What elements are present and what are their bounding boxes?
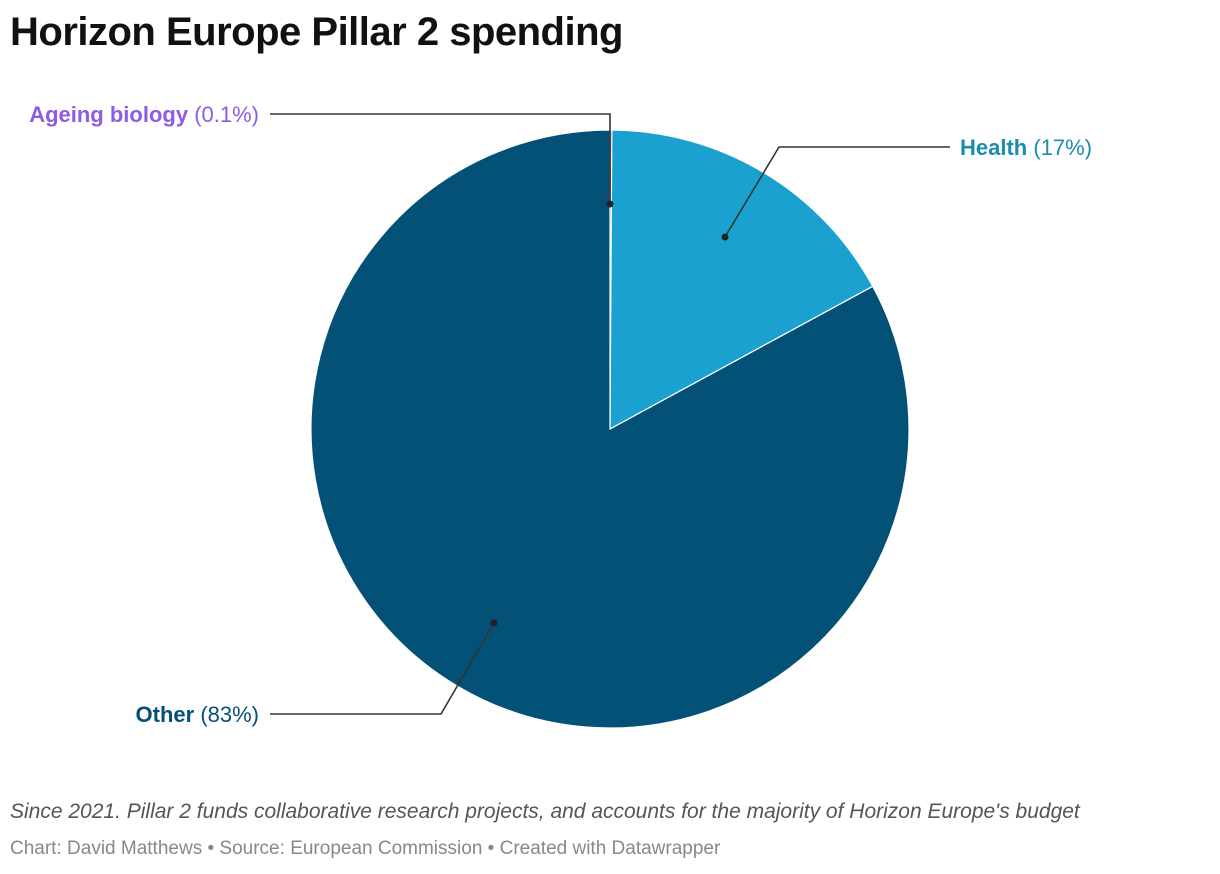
chart-footer: Chart: David Matthews • Source: European… (10, 838, 720, 860)
pie-chart: Ageing biology (0.1%) Health (17%) Other (… (29, 102, 1092, 729)
leader-dot-ageing-biology (606, 200, 614, 208)
footer-separator: • (487, 838, 495, 859)
slice-label-health: Health (17%) (960, 135, 1092, 160)
footer-author: David Matthews (67, 838, 203, 859)
slices-layer (310, 129, 910, 729)
footer-separator: • (207, 838, 215, 859)
slice-label-value: (0.1%) (188, 102, 259, 127)
chart-title: Horizon Europe Pillar 2 spending (10, 10, 623, 54)
leader-dot-health (721, 233, 729, 241)
labels-layer: Ageing biology (0.1%) Health (17%) Other (… (29, 102, 1092, 727)
leader-lines-layer (270, 113, 950, 715)
slice-label-name: Ageing biology (29, 102, 189, 127)
footer-source: European Commission (290, 838, 483, 859)
leader-line-ageing-biology (270, 113, 611, 204)
slice-label-value: (17%) (1027, 135, 1092, 160)
slice-label-value: (83%) (194, 702, 259, 727)
footer-created: Created with Datawrapper (499, 838, 721, 859)
footer-chart-prefix: Chart: (10, 838, 62, 859)
slice-label-ageing-biology: Ageing biology (0.1%) (29, 102, 259, 127)
leader-line-other (270, 622, 495, 715)
footer-source-prefix: Source: (219, 838, 285, 859)
slice-label-name: Health (960, 135, 1027, 160)
leader-dot-other (490, 619, 498, 627)
slice-label-other: Other (83%) (136, 702, 259, 727)
leader-line-health (724, 146, 950, 238)
chart-notes: Since 2021. Pillar 2 funds collaborative… (10, 800, 1080, 823)
slice-label-name: Other (136, 702, 195, 727)
